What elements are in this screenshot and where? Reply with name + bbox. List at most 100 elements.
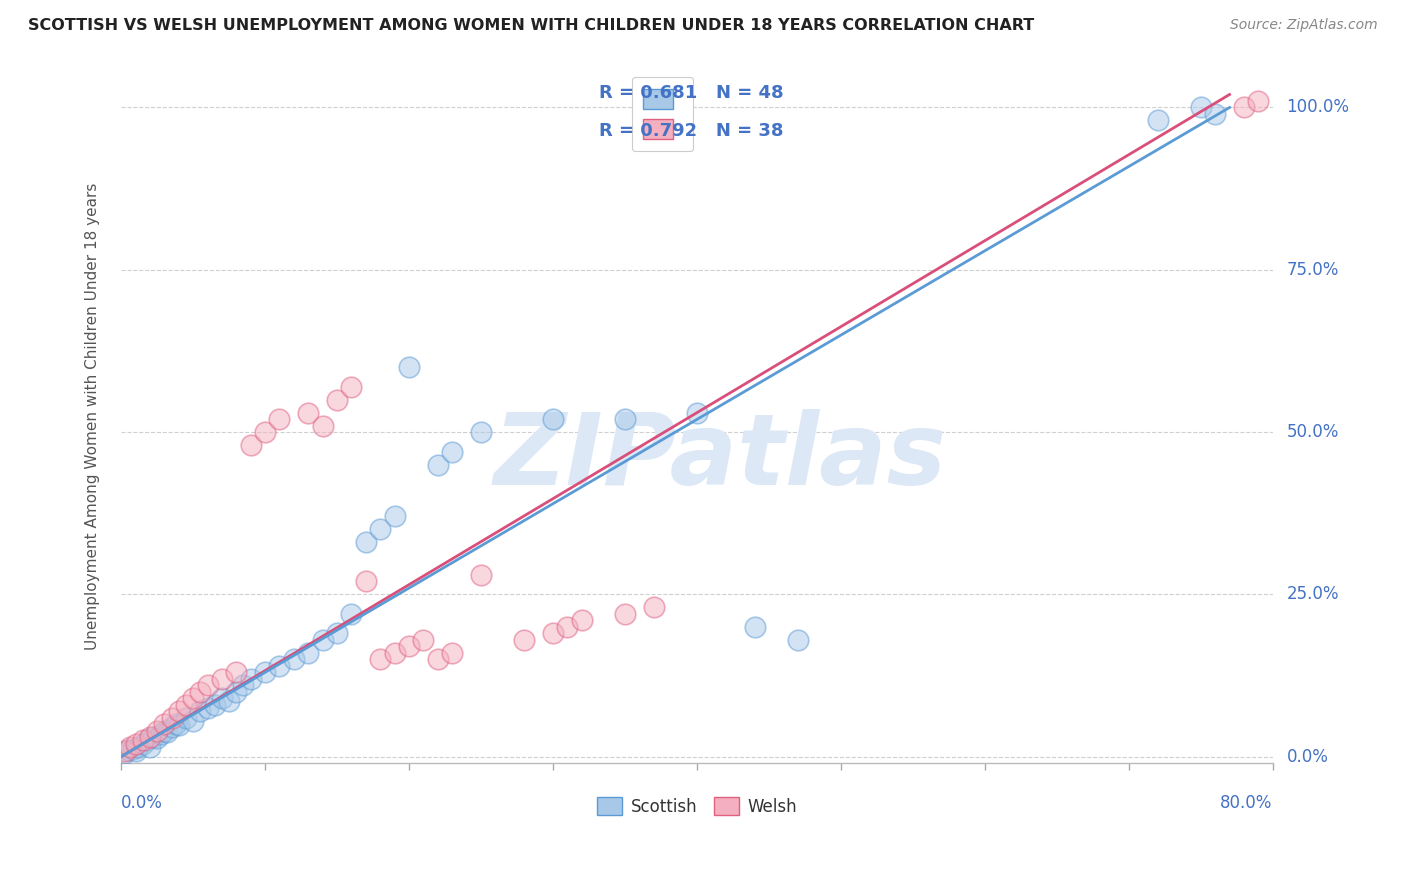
Point [412, 632, 434, 647]
Text: 100.0%: 100.0% [1286, 98, 1350, 117]
Point [225, 684, 247, 698]
Point [744, 620, 766, 634]
Point [326, 392, 349, 407]
Point [167, 704, 190, 718]
Point [1233, 100, 1256, 114]
Text: Source: ZipAtlas.com: Source: ZipAtlas.com [1230, 18, 1378, 32]
Point [513, 632, 536, 647]
Point [197, 701, 219, 715]
Point [613, 607, 636, 621]
Text: 25.0%: 25.0% [1286, 585, 1339, 603]
Point [124, 737, 146, 751]
Point [181, 714, 204, 728]
Point [541, 626, 564, 640]
Point [398, 360, 420, 375]
Point [204, 698, 226, 712]
Point [118, 739, 141, 754]
Point [643, 600, 665, 615]
Point [146, 731, 169, 746]
Point [211, 672, 233, 686]
Point [1146, 113, 1168, 128]
Point [150, 727, 173, 741]
Y-axis label: Unemployment Among Women with Children Under 18 years: Unemployment Among Women with Children U… [86, 182, 100, 649]
Point [139, 739, 162, 754]
Point [174, 698, 197, 712]
Point [541, 412, 564, 426]
Point [254, 665, 277, 680]
Point [441, 444, 464, 458]
Point [127, 739, 149, 754]
Text: ZIPatlas: ZIPatlas [494, 409, 946, 506]
Point [146, 723, 169, 738]
Point [613, 412, 636, 426]
Point [384, 509, 406, 524]
Legend: Scottish, Welsh: Scottish, Welsh [589, 789, 806, 824]
Point [114, 747, 136, 761]
Point [354, 574, 377, 589]
Point [136, 733, 159, 747]
Point [156, 725, 179, 739]
Point [181, 691, 204, 706]
Point [117, 743, 139, 757]
Text: R = 0.792   N = 38: R = 0.792 N = 38 [599, 122, 783, 140]
Point [153, 717, 176, 731]
Point [1247, 94, 1270, 108]
Point [218, 694, 240, 708]
Point [188, 704, 211, 718]
Point [114, 744, 136, 758]
Point [153, 723, 176, 738]
Text: SCOTTISH VS WELSH UNEMPLOYMENT AMONG WOMEN WITH CHILDREN UNDER 18 YEARS CORRELAT: SCOTTISH VS WELSH UNEMPLOYMENT AMONG WOM… [28, 18, 1035, 33]
Point [1189, 100, 1212, 114]
Point [384, 646, 406, 660]
Point [174, 711, 197, 725]
Text: 75.0%: 75.0% [1286, 260, 1339, 279]
Point [368, 523, 391, 537]
Point [188, 684, 211, 698]
Point [340, 607, 363, 621]
Point [297, 646, 319, 660]
Point [283, 652, 305, 666]
Text: R = 0.681   N = 48: R = 0.681 N = 48 [599, 84, 783, 102]
Point [786, 632, 808, 647]
Point [239, 672, 262, 686]
Point [368, 652, 391, 666]
Point [571, 613, 593, 627]
Point [211, 691, 233, 706]
Point [132, 733, 155, 747]
Point [139, 730, 162, 744]
Point [470, 425, 492, 439]
Point [165, 717, 187, 731]
Point [121, 742, 143, 756]
Point [426, 652, 449, 666]
Text: 0.0%: 0.0% [121, 795, 163, 813]
Point [160, 711, 183, 725]
Point [426, 458, 449, 472]
Point [441, 646, 464, 660]
Point [470, 567, 492, 582]
Point [311, 418, 333, 433]
Point [142, 730, 165, 744]
Point [1204, 107, 1226, 121]
Point [686, 406, 709, 420]
Point [326, 626, 349, 640]
Point [167, 718, 190, 732]
Point [254, 425, 277, 439]
Text: 80.0%: 80.0% [1220, 795, 1272, 813]
Point [297, 406, 319, 420]
Point [340, 379, 363, 393]
Point [132, 737, 155, 751]
Text: 0.0%: 0.0% [1286, 747, 1329, 765]
Point [232, 678, 254, 692]
Point [124, 744, 146, 758]
Point [557, 620, 579, 634]
Point [269, 412, 291, 426]
Point [160, 720, 183, 734]
Point [354, 535, 377, 549]
Point [239, 438, 262, 452]
Point [269, 658, 291, 673]
Point [311, 632, 333, 647]
Point [225, 665, 247, 680]
Point [197, 678, 219, 692]
Point [398, 640, 420, 654]
Text: 50.0%: 50.0% [1286, 423, 1339, 441]
